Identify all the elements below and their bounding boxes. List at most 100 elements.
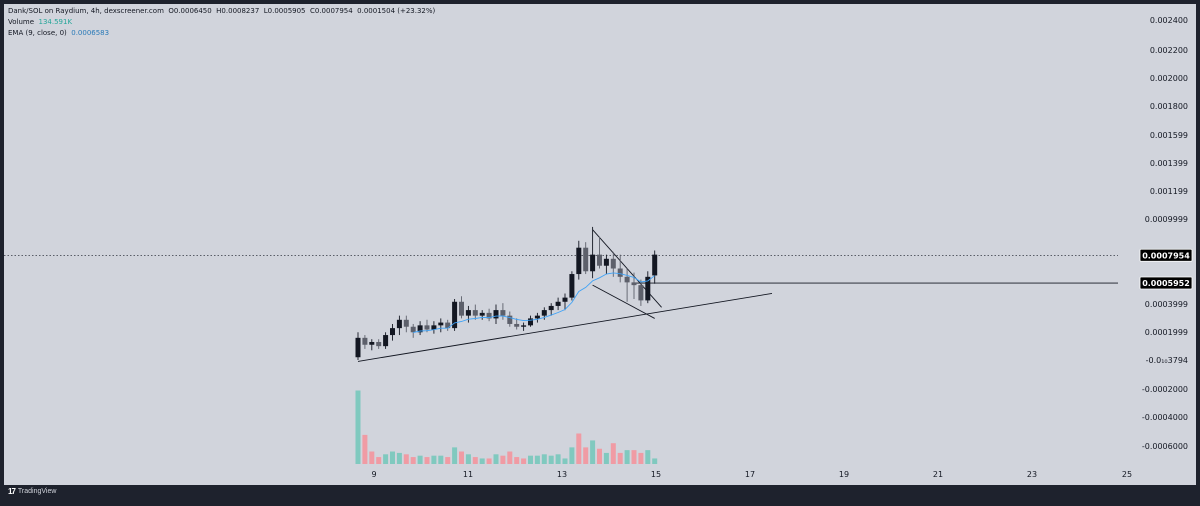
- volume-bar: [472, 457, 478, 464]
- volume-bar: [507, 451, 513, 464]
- chart-legend: Dank/SOL on Raydium, 4h, dexscreener.com…: [8, 6, 435, 39]
- volume-bar: [438, 455, 444, 464]
- volume-bar: [445, 457, 451, 464]
- candle-body: [603, 258, 609, 266]
- candle-body: [617, 268, 623, 277]
- candle-body: [355, 337, 361, 358]
- volume-label: Volume: [8, 18, 35, 26]
- candle-body: [528, 318, 533, 326]
- candle-body: [417, 325, 423, 333]
- x-tick-label: 11: [463, 470, 473, 479]
- candle-body: [597, 254, 602, 266]
- price-axis: 0.002400 0.002200 0.002000 0.001800 0.001599…: [1142, 16, 1188, 451]
- open-value: O0.0006450: [168, 7, 212, 15]
- y-tick-label: -0.0₁₀3794: [1146, 356, 1188, 365]
- volume-bar: [534, 455, 540, 464]
- y-tick-label: -0.0006000: [1142, 442, 1188, 451]
- candle-body: [521, 325, 527, 327]
- volume-bar: [514, 457, 520, 464]
- candle-body: [590, 254, 596, 272]
- candle-body: [369, 341, 375, 345]
- volume-bar: [562, 458, 568, 464]
- candle-body: [438, 322, 444, 326]
- y-tick-label: 0.001800: [1150, 102, 1188, 111]
- candle-body: [507, 315, 513, 324]
- candle-body: [638, 285, 644, 301]
- y-tick-label: 0.001199: [1150, 187, 1188, 196]
- tradingview-mark-icon: 17: [8, 487, 16, 496]
- tradingview-name: TradingView: [17, 488, 57, 495]
- plot-background: [4, 4, 1196, 485]
- volume-bar: [528, 455, 533, 464]
- candle-body: [576, 247, 582, 275]
- volume-bar: [417, 455, 423, 464]
- candle-body: [472, 310, 478, 316]
- ema-value: 0.0006583: [71, 29, 110, 37]
- volume-bar: [624, 450, 630, 464]
- candle-body: [500, 310, 506, 316]
- candle-body: [548, 305, 554, 311]
- candle-body: [583, 247, 589, 272]
- x-tick-label: 25: [1122, 470, 1132, 479]
- y-tick-label: 0.002200: [1150, 46, 1188, 55]
- volume-bar: [459, 451, 464, 464]
- volume-bar: [569, 447, 575, 464]
- volume-bar: [500, 455, 506, 464]
- candle-body: [376, 341, 382, 347]
- volume-bar: [603, 452, 609, 464]
- x-tick-label: 9: [371, 470, 376, 479]
- candle-body: [459, 301, 464, 316]
- volume-bar: [638, 452, 644, 464]
- y-tick-label: 0.0009999: [1145, 215, 1188, 224]
- trendline: [592, 284, 655, 319]
- candle-body: [431, 325, 437, 330]
- volume-bar: [493, 454, 499, 464]
- candle-body: [445, 322, 451, 329]
- candle-body: [493, 310, 499, 319]
- volume-bar: [617, 452, 623, 464]
- candle-body: [465, 310, 471, 316]
- price-labels: 0.0007954 0.0005952: [1139, 248, 1193, 290]
- volume-bar: [396, 452, 402, 464]
- candle-body: [645, 276, 651, 301]
- trendline: [357, 293, 773, 362]
- close-value: C0.0007954: [309, 7, 353, 15]
- candle-body: [514, 323, 520, 327]
- volume-bars: [355, 390, 658, 464]
- volume-bar: [479, 458, 485, 464]
- volume-bar: [645, 450, 651, 464]
- volume-bar: [362, 434, 368, 464]
- candle-body: [424, 325, 430, 330]
- volume-bar: [369, 451, 375, 464]
- bottom-bar: 17 TradingView: [0, 485, 1200, 501]
- y-tick-label: 0.002000: [1150, 74, 1188, 83]
- x-tick-label: 23: [1027, 470, 1037, 479]
- candle-body: [403, 319, 409, 327]
- candle-body: [410, 326, 416, 333]
- y-tick-label: -0.0004000: [1142, 413, 1188, 422]
- high-value: H0.0008237: [216, 7, 260, 15]
- candle-body: [652, 254, 658, 276]
- price-label-box: [1139, 248, 1193, 262]
- candle-body: [479, 312, 485, 316]
- volume-bar: [576, 433, 582, 464]
- price-label-box: [1139, 276, 1193, 290]
- volume-bar: [465, 454, 471, 464]
- candle-body: [383, 335, 389, 347]
- volume-bar: [555, 454, 561, 464]
- candle-body: [562, 297, 568, 302]
- volume-bar: [431, 455, 437, 464]
- volume-bar: [410, 457, 416, 464]
- x-tick-label: 21: [933, 470, 943, 479]
- legend-ema: EMA (9, close, 0) 0.0006583: [8, 28, 435, 39]
- volume-bar: [403, 454, 409, 464]
- ema-line: [413, 272, 655, 333]
- y-tick-label: 0.0001999: [1145, 328, 1188, 337]
- x-tick-label: 17: [745, 470, 755, 479]
- tradingview-logo[interactable]: 17 TradingView: [8, 487, 56, 496]
- y-tick-label: 0.001599: [1150, 131, 1188, 140]
- candle-body: [631, 282, 637, 286]
- candle-body: [555, 301, 561, 306]
